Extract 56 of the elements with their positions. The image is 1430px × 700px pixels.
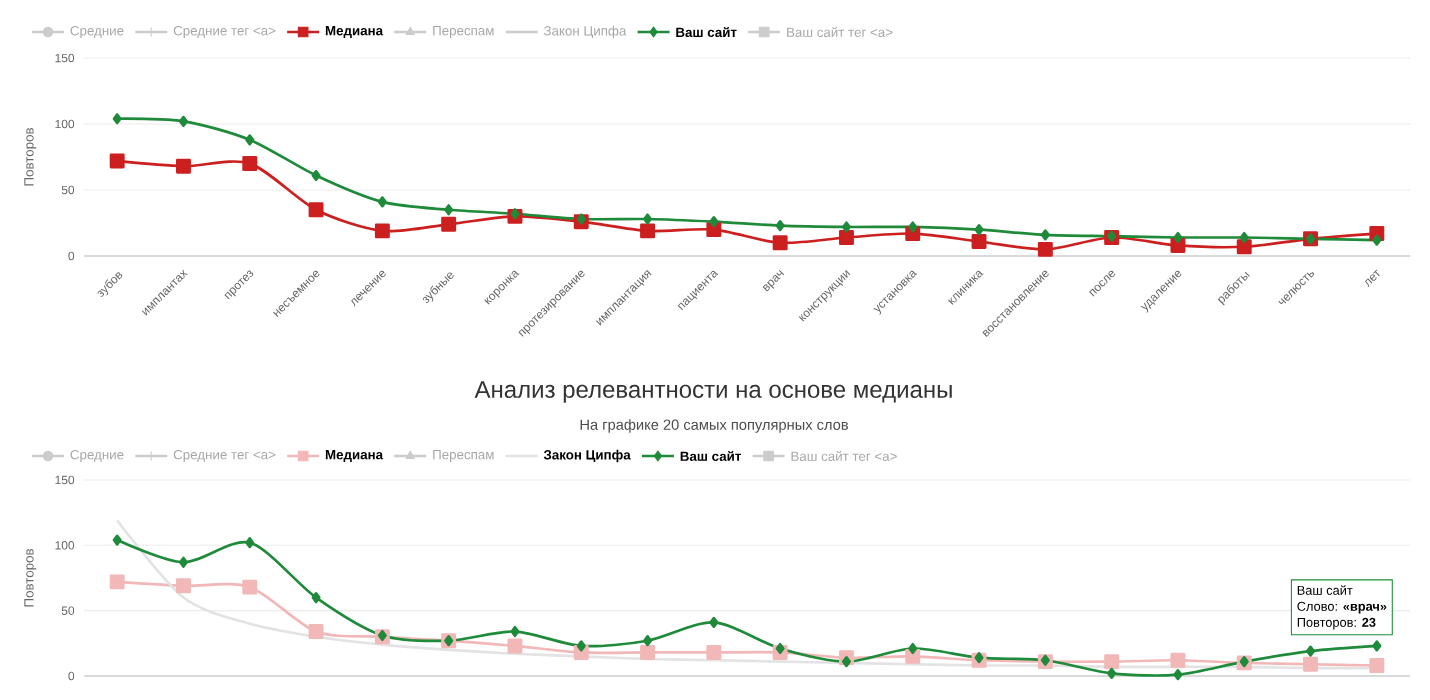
point [510,625,520,638]
point [838,230,854,245]
point [245,134,255,146]
point [112,534,122,546]
point [576,640,586,652]
point [311,591,321,604]
point [308,202,324,218]
point [1305,645,1316,657]
point [1236,239,1252,255]
point [1239,231,1249,244]
point [709,616,719,629]
point [1173,231,1183,244]
point [1040,229,1050,241]
point [1303,656,1318,672]
point [112,113,122,125]
point [507,638,523,654]
point [242,579,258,595]
point [908,221,918,233]
point [709,216,719,228]
point [1372,640,1382,652]
point [311,169,321,182]
point [374,223,390,239]
point [1170,652,1186,668]
point [242,156,258,172]
chart-title: Анализ релевантности на основе медианы [474,381,952,403]
point [640,644,656,660]
point [775,642,785,655]
point [643,213,653,225]
point [109,153,125,169]
point [176,158,191,174]
point [178,115,189,127]
point [908,642,918,655]
point [971,234,987,249]
point [706,644,722,660]
point [444,204,454,216]
point [576,213,586,225]
point [1107,667,1117,679]
point [377,196,387,208]
point [775,220,785,232]
point [245,537,255,549]
point [1104,654,1120,670]
point [178,556,189,568]
point [841,655,851,668]
point [308,624,324,640]
point [841,221,851,233]
point [974,223,984,236]
point [1372,234,1382,246]
point [640,223,656,239]
point [772,235,788,251]
point [176,578,191,594]
point [1369,658,1385,673]
point [109,574,125,590]
point [1037,241,1053,257]
point [441,216,457,232]
point [643,635,653,647]
point [1173,669,1183,681]
